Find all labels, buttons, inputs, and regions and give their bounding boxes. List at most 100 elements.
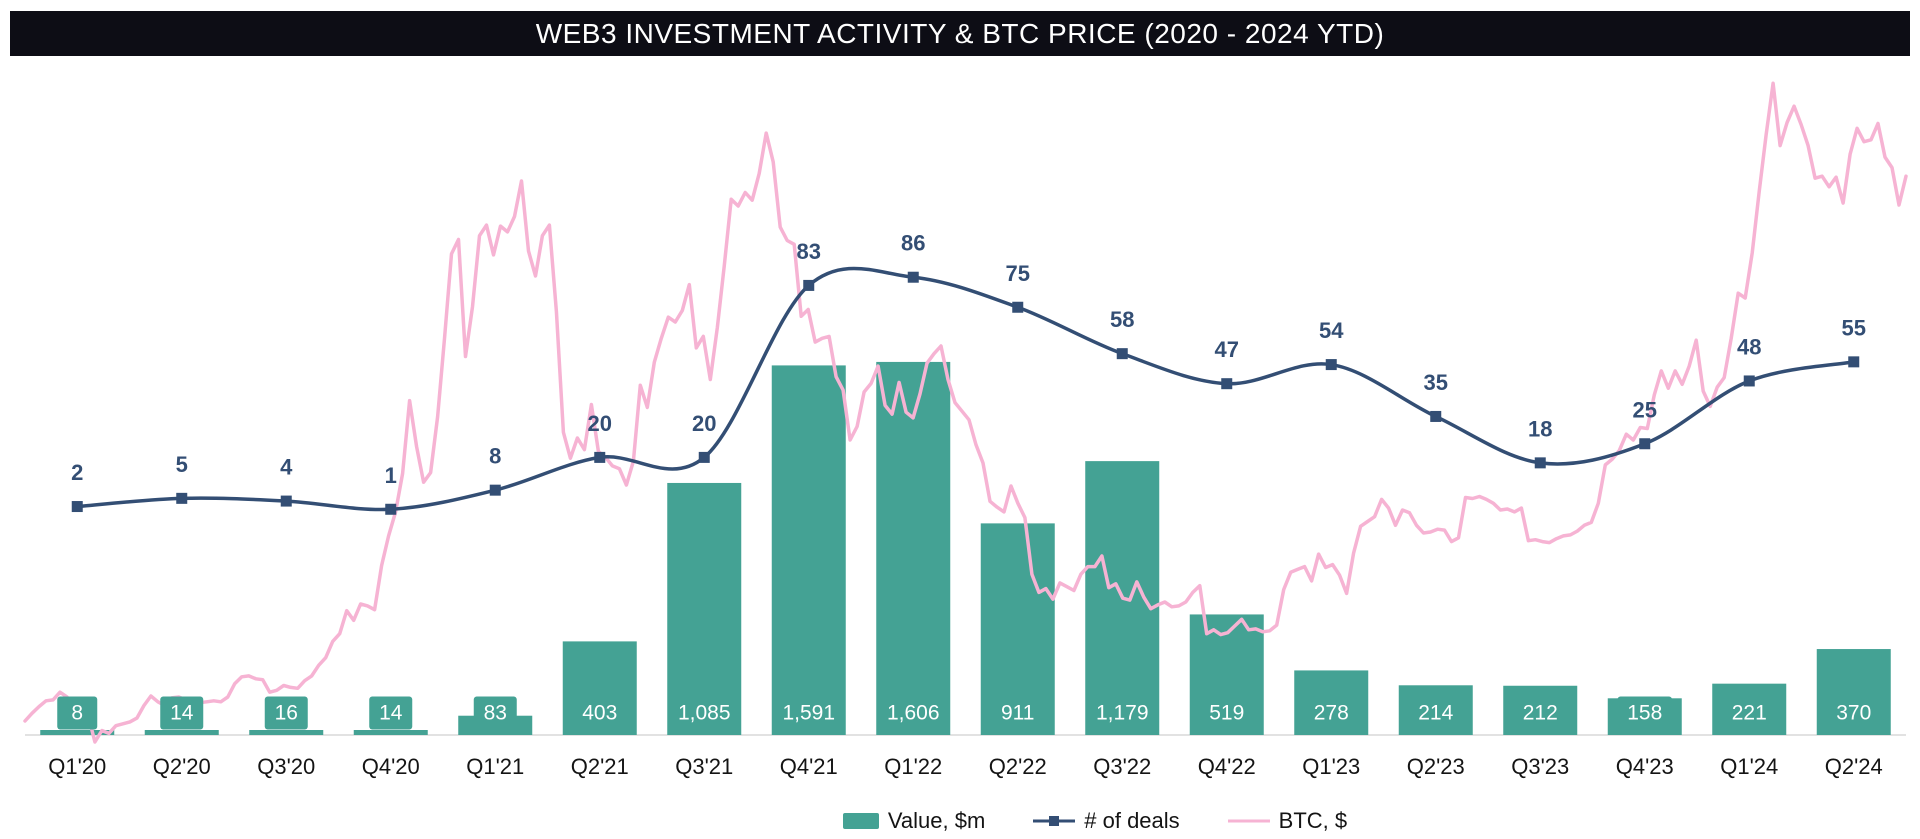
deals-value-label: 5 [176, 452, 188, 477]
deals-value-label: 55 [1842, 315, 1866, 340]
value-bar [771, 365, 846, 735]
deals-value-label: 35 [1424, 370, 1448, 395]
bar-value-label: 14 [379, 702, 403, 725]
value-bar [144, 730, 219, 735]
deals-value-label: 8 [489, 444, 501, 469]
x-tick-label: Q1'24 [1720, 754, 1778, 779]
x-tick-label: Q2'22 [989, 754, 1047, 779]
value-bar [1294, 670, 1369, 735]
bar-value-label: 370 [1836, 702, 1871, 725]
x-tick-label: Q3'20 [257, 754, 315, 779]
x-tick-label: Q1'22 [884, 754, 942, 779]
x-tick-label: Q3'21 [675, 754, 733, 779]
x-tick-label: Q1'23 [1302, 754, 1360, 779]
x-tick-label: Q4'20 [362, 754, 420, 779]
legend-item-value: Value, $m [842, 808, 986, 834]
x-tick-label: Q2'24 [1825, 754, 1883, 779]
deals-value-label: 48 [1737, 334, 1761, 359]
value-bar [1816, 649, 1891, 735]
deals-marker [1743, 375, 1755, 387]
deals-value-label: 4 [280, 455, 293, 480]
x-tick-label: Q4'21 [780, 754, 838, 779]
bar-value-label: 1,085 [678, 702, 731, 725]
value-bar [876, 361, 951, 735]
bar-value-label: 214 [1418, 702, 1453, 725]
deals-value-label: 20 [692, 411, 716, 436]
value-bar [249, 730, 324, 735]
deals-marker [385, 503, 397, 515]
x-tick-label: Q3'23 [1511, 754, 1569, 779]
bar-value-label: 14 [170, 702, 194, 725]
x-tick-label: Q4'22 [1198, 754, 1256, 779]
x-tick-label: Q2'21 [571, 754, 629, 779]
deals-marker [1116, 348, 1128, 360]
deals-marker [1639, 438, 1651, 450]
value-label-pill [1617, 696, 1672, 730]
bar-value-label: 519 [1209, 702, 1244, 725]
btc-line-swatch-icon [1227, 819, 1270, 823]
deals-value-label: 86 [901, 231, 925, 256]
x-tick-label: Q2'23 [1407, 754, 1465, 779]
legend-label-value: Value, $m [887, 808, 986, 833]
bar-value-label: 278 [1314, 702, 1349, 725]
x-tick-label: Q4'23 [1616, 754, 1674, 779]
x-tick-label: Q2'20 [153, 754, 211, 779]
legend-label-deals: # of deals [1084, 808, 1180, 833]
deals-marker [907, 271, 919, 283]
value-label-pill [369, 696, 413, 730]
value-bar [562, 641, 637, 735]
value-bar [40, 730, 115, 735]
deals-marker [489, 484, 501, 496]
bar-value-label: 403 [582, 702, 617, 725]
chart-legend: Value, $m # of deals BTC, $ [0, 804, 1920, 838]
deals-marker [280, 495, 292, 507]
value-label-pill [264, 696, 308, 730]
value-bar [1503, 685, 1578, 735]
deals-line [77, 266, 1855, 512]
value-bar [667, 482, 742, 735]
x-tick-label: Q1'21 [466, 754, 524, 779]
deals-marker [803, 279, 815, 291]
deals-value-label: 58 [1110, 307, 1134, 332]
legend-label-btc: BTC, $ [1278, 808, 1348, 833]
deals-line-swatch-icon [1033, 816, 1076, 826]
value-label-pill [473, 696, 517, 730]
bar-value-label: 1,179 [1096, 702, 1149, 725]
deals-value-label: 54 [1319, 318, 1344, 343]
deals-marker [594, 451, 606, 463]
deals-value-label: 75 [1006, 261, 1030, 286]
btc-price-line [23, 81, 1908, 744]
bar-value-label: 83 [484, 702, 507, 725]
legend-item-btc: BTC, $ [1227, 808, 1348, 834]
x-tick-label: Q3'22 [1093, 754, 1151, 779]
legend-item-deals: # of deals [1033, 808, 1180, 834]
deals-marker [1848, 356, 1860, 368]
bar-value-label: 158 [1627, 702, 1662, 725]
bar-value-label: 16 [275, 702, 298, 725]
value-label-pill [160, 696, 204, 730]
value-bar [980, 523, 1055, 735]
bar-value-label: 1,591 [782, 702, 835, 725]
x-tick-label: Q1'20 [48, 754, 106, 779]
title-bar: WEB3 INVESTMENT ACTIVITY & BTC PRICE (20… [10, 11, 1910, 56]
bar-value-label: 911 [1001, 702, 1034, 725]
deals-value-label: 2 [71, 460, 83, 485]
value-bar-swatch-icon [842, 813, 879, 829]
deals-value-label: 20 [588, 411, 612, 436]
value-bar [353, 730, 428, 735]
deals-value-label: 25 [1633, 397, 1657, 422]
deals-marker [71, 501, 83, 513]
deals-marker [176, 492, 188, 504]
deals-marker [698, 451, 710, 463]
value-label-pill [57, 696, 98, 730]
deals-value-label: 18 [1528, 416, 1552, 441]
bar-value-label: 212 [1523, 702, 1558, 725]
deals-value-label: 1 [385, 463, 397, 488]
deals-marker [1325, 359, 1337, 371]
bar-value-label: 1,606 [887, 702, 940, 725]
bar-value-label: 8 [71, 702, 83, 725]
deals-marker [1012, 301, 1024, 313]
bar-value-label: 221 [1732, 702, 1767, 725]
